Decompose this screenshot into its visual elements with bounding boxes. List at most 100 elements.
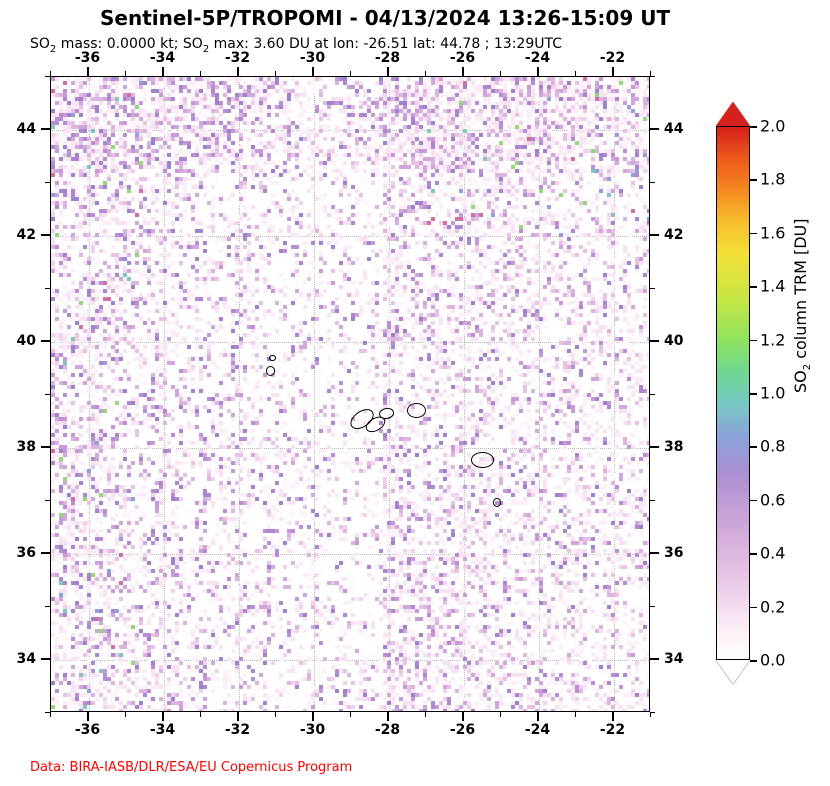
colorbar-tick-label: 0.6 xyxy=(760,490,785,509)
colorbar-tick xyxy=(750,126,757,128)
tick-left xyxy=(41,552,50,554)
x-tick-label-bottom: -24 xyxy=(525,722,550,738)
data-credit-text: Data: BIRA-IASB/DLR/ESA/EU Copernicus Pr… xyxy=(30,760,352,775)
minor-tick-left xyxy=(45,76,50,77)
minor-tick-bottom xyxy=(200,712,201,717)
tick-top xyxy=(87,67,89,76)
minor-tick-bottom xyxy=(425,712,426,717)
subtitle-time-sep: ; xyxy=(480,36,494,52)
noise-field xyxy=(51,77,649,711)
tick-bottom xyxy=(537,712,539,721)
colorbar-tick-label: 0.8 xyxy=(760,437,785,456)
x-tick-label-top: -24 xyxy=(525,50,550,66)
minor-tick-right xyxy=(650,288,655,289)
minor-tick-top xyxy=(575,71,576,76)
minor-tick-left xyxy=(45,500,50,501)
colorbar-tick xyxy=(750,500,757,502)
minor-tick-left xyxy=(45,606,50,607)
x-tick-label-bottom: -28 xyxy=(375,722,400,738)
minor-tick-top xyxy=(500,71,501,76)
tick-top xyxy=(162,67,164,76)
y-tick-label-left: 34 xyxy=(17,651,36,667)
minor-tick-bottom xyxy=(350,712,351,717)
tick-left xyxy=(41,128,50,130)
colorbar-title-subscript: 2 xyxy=(802,364,813,370)
tick-right xyxy=(650,552,659,554)
y-tick-label-right: 42 xyxy=(664,227,683,243)
colorbar-tick xyxy=(750,286,757,288)
y-tick-label-right: 36 xyxy=(664,545,683,561)
colorbar-tick-label: 1.8 xyxy=(760,170,785,189)
colorbar-over-triangle-icon xyxy=(716,102,750,126)
tick-top xyxy=(537,67,539,76)
colorbar-tick xyxy=(750,393,757,395)
minor-tick-top xyxy=(350,71,351,76)
minor-tick-bottom xyxy=(500,712,501,717)
y-tick-label-left: 44 xyxy=(17,121,36,137)
minor-tick-right xyxy=(650,500,655,501)
colorbar-gradient xyxy=(716,126,750,660)
tick-left xyxy=(41,446,50,448)
minor-tick-right xyxy=(650,712,655,713)
island-outline xyxy=(266,366,275,376)
minor-tick-top xyxy=(50,71,51,76)
x-tick-label-bottom: -36 xyxy=(75,722,100,738)
x-tick-label-bottom: -32 xyxy=(225,722,250,738)
colorbar-title-rest: column TRM [DU] xyxy=(791,219,810,364)
x-tick-label-bottom: -26 xyxy=(450,722,475,738)
y-tick-label-right: 40 xyxy=(664,333,683,349)
tick-top xyxy=(462,67,464,76)
colorbar-tick-label: 0.0 xyxy=(760,651,785,670)
island-outline xyxy=(471,452,494,468)
subtitle-so2-prefix2: SO xyxy=(183,36,203,52)
colorbar-tick xyxy=(750,660,757,662)
tick-bottom xyxy=(237,712,239,721)
colorbar-tick-label: 0.4 xyxy=(760,544,785,563)
island-outline xyxy=(269,355,276,361)
tick-right xyxy=(650,234,659,236)
colorbar-tick-label: 1.0 xyxy=(760,384,785,403)
minor-tick-top xyxy=(125,71,126,76)
tick-bottom xyxy=(462,712,464,721)
x-tick-label-top: -30 xyxy=(300,50,325,66)
colorbar-title-prefix: SO xyxy=(791,370,810,393)
tick-top xyxy=(612,67,614,76)
minor-tick-top xyxy=(425,71,426,76)
minor-tick-top xyxy=(200,71,201,76)
y-tick-label-left: 36 xyxy=(17,545,36,561)
y-tick-label-right: 38 xyxy=(664,439,683,455)
figure-subtitle: SO2 mass: 0.0000 kt; SO2 max: 3.60 DU at… xyxy=(30,36,562,55)
subtitle-lat-label: lat: xyxy=(409,36,441,52)
minor-tick-right xyxy=(650,182,655,183)
x-tick-label-top: -26 xyxy=(450,50,475,66)
minor-tick-bottom xyxy=(275,712,276,717)
subtitle-so2-prefix: SO xyxy=(30,36,50,52)
y-tick-label-right: 44 xyxy=(664,121,683,137)
tick-right xyxy=(650,340,659,342)
island-outline xyxy=(407,403,426,418)
x-tick-label-bottom: -22 xyxy=(600,722,625,738)
y-tick-label-right: 34 xyxy=(664,651,683,667)
colorbar-title: SO2 column TRM [DU] xyxy=(791,219,813,394)
tick-bottom xyxy=(87,712,89,721)
tick-left xyxy=(41,340,50,342)
y-tick-label-left: 42 xyxy=(17,227,36,243)
minor-tick-bottom xyxy=(50,712,51,717)
colorbar-tick-label: 0.2 xyxy=(760,597,785,616)
tick-bottom xyxy=(312,712,314,721)
colorbar-tick xyxy=(750,233,757,235)
x-tick-label-bottom: -34 xyxy=(150,722,175,738)
tick-top xyxy=(237,67,239,76)
x-tick-label-bottom: -30 xyxy=(300,722,325,738)
tick-left xyxy=(41,658,50,660)
y-tick-label-left: 38 xyxy=(17,439,36,455)
minor-tick-left xyxy=(45,288,50,289)
minor-tick-left xyxy=(45,394,50,395)
tick-right xyxy=(650,658,659,660)
minor-tick-top xyxy=(275,71,276,76)
x-tick-label-top: -34 xyxy=(150,50,175,66)
colorbar-tick-label: 1.4 xyxy=(760,277,785,296)
minor-tick-bottom xyxy=(125,712,126,717)
colorbar-tick xyxy=(750,607,757,609)
tick-top xyxy=(312,67,314,76)
